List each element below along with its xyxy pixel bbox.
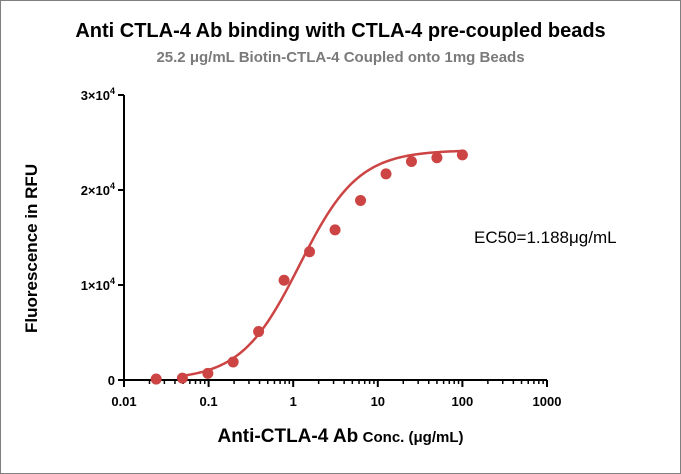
data-point [176, 372, 188, 384]
x-tick-label: 10 [371, 394, 385, 409]
x-tick-label: 0.01 [111, 394, 136, 409]
data-point [456, 149, 468, 161]
x-axis-label-main: Anti-CTLA-4 Ab [217, 426, 359, 447]
data-point [355, 194, 367, 206]
y-tick-label: 3×104 [81, 86, 115, 103]
fit-curve-layer [182, 149, 463, 377]
data-point [202, 367, 214, 379]
ec50-annotation: EC50=1.188μg/mL [474, 228, 617, 247]
data-point [380, 168, 392, 180]
y-tick-label: 2×104 [81, 181, 115, 198]
chart-subtitle: 25.2 μg/mL Biotin-CTLA-4 Coupled onto 1m… [156, 49, 525, 66]
x-tick-label: 1 [290, 394, 297, 409]
data-points [150, 149, 468, 385]
data-point [304, 246, 316, 258]
data-point [150, 373, 162, 385]
x-tick-label: 100 [452, 394, 474, 409]
data-point [227, 356, 239, 368]
fit-curve [182, 149, 463, 377]
data-point [405, 156, 417, 167]
x-tick-label: 1000 [533, 394, 562, 409]
axes: 0 1×104 2×104 3×104 0.01 0.1 1 10 100 1000 [81, 86, 562, 409]
x-axis-label-unit: Conc. (μg/mL) [362, 429, 464, 446]
chart-title: Anti CTLA-4 Ab binding with CTLA-4 pre-c… [75, 20, 606, 42]
data-point [431, 152, 443, 164]
y-tick-label: 0 [108, 373, 115, 388]
data-point [278, 274, 290, 286]
y-tick-label: 1×104 [81, 276, 115, 293]
data-point [253, 326, 265, 338]
x-tick-label: 0.1 [200, 394, 218, 409]
x-axis-label: Anti-CTLA-4 Ab Conc. (μg/mL) [0, 426, 681, 448]
data-point [329, 224, 341, 236]
